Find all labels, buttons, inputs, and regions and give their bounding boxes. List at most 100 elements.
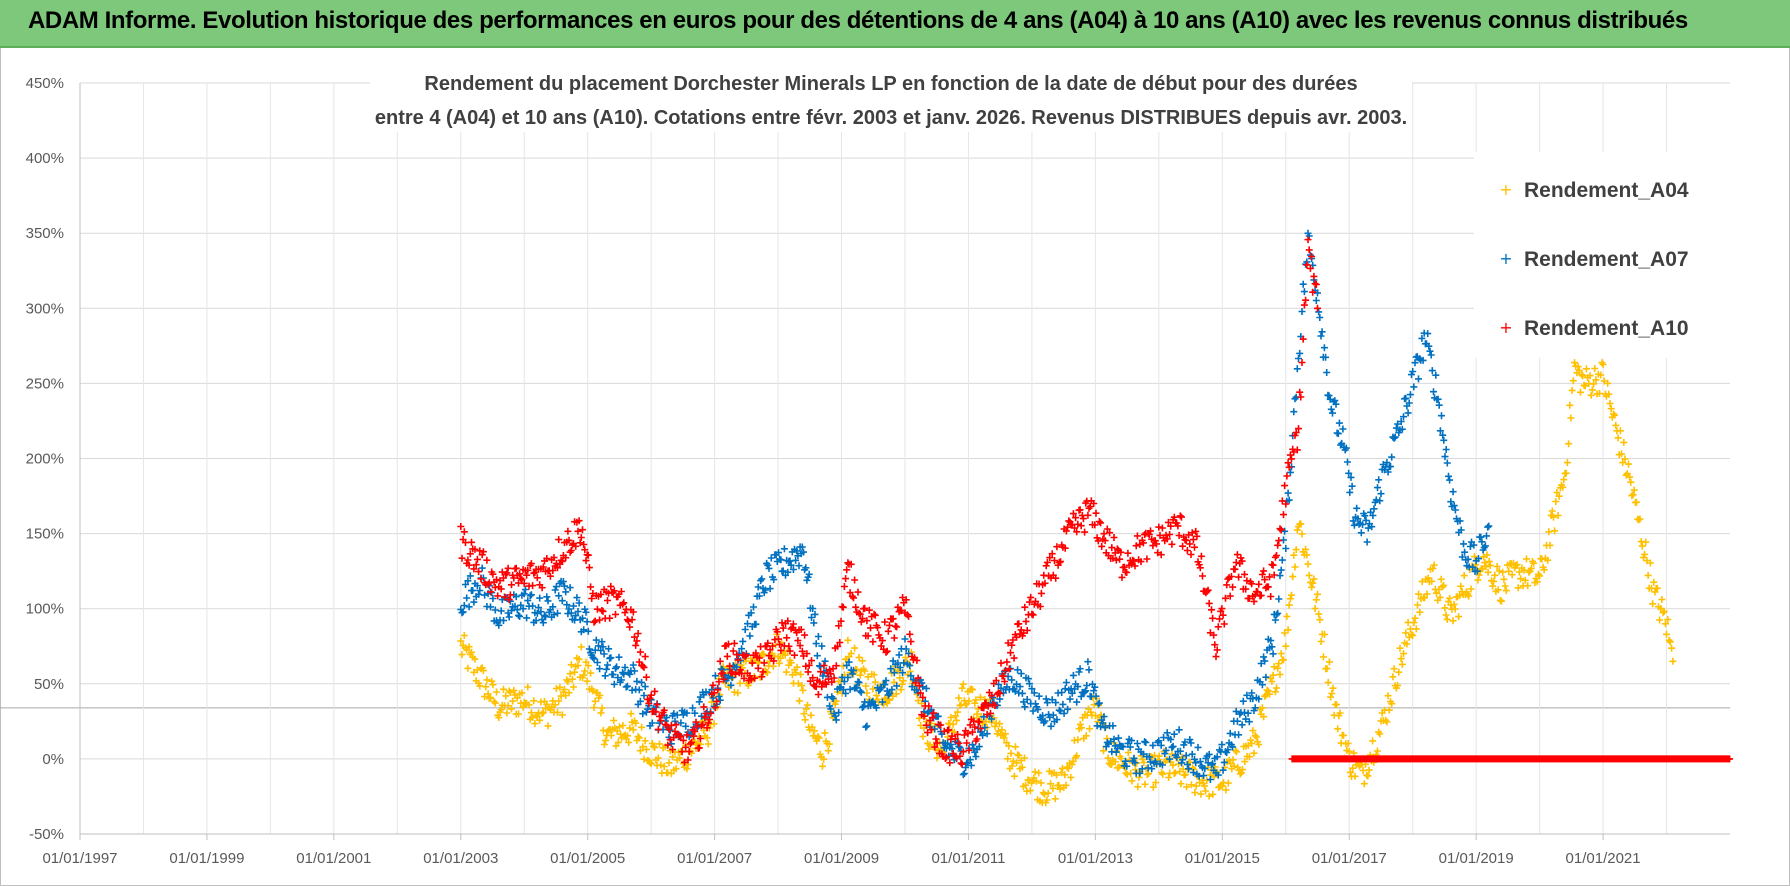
data-point xyxy=(568,541,576,549)
data-point xyxy=(1446,594,1454,602)
data-point xyxy=(792,669,800,677)
data-point xyxy=(869,685,877,693)
data-point xyxy=(951,712,959,720)
data-point xyxy=(1520,566,1528,574)
data-point xyxy=(1181,738,1189,746)
data-point xyxy=(1280,656,1287,664)
data-point xyxy=(782,668,790,676)
data-point xyxy=(574,662,582,669)
data-point xyxy=(1276,670,1284,678)
data-point xyxy=(1015,620,1023,628)
data-point xyxy=(802,705,810,713)
data-point xyxy=(969,728,976,736)
data-point xyxy=(885,696,893,704)
data-point xyxy=(1036,603,1044,610)
data-point xyxy=(562,554,570,562)
data-point xyxy=(1046,554,1054,562)
data-point xyxy=(1574,363,1582,371)
data-point xyxy=(884,627,892,635)
data-point xyxy=(1005,665,1013,673)
data-point xyxy=(1490,577,1498,585)
data-point xyxy=(472,561,480,569)
x-tick-label: 01/01/2013 xyxy=(1058,850,1133,867)
data-point xyxy=(517,574,525,582)
data-point xyxy=(802,662,810,670)
data-point xyxy=(1166,755,1174,763)
data-point xyxy=(580,671,588,679)
data-point xyxy=(1169,742,1177,750)
data-point xyxy=(562,588,570,596)
data-point xyxy=(1213,753,1221,761)
data-point xyxy=(1233,717,1241,725)
data-point xyxy=(1062,527,1070,535)
data-point xyxy=(1559,483,1567,491)
data-point xyxy=(1055,558,1063,566)
data-point xyxy=(1500,575,1508,583)
data-point xyxy=(1474,576,1482,584)
data-point xyxy=(1342,444,1350,452)
legend-box xyxy=(1474,152,1730,358)
data-point xyxy=(992,677,1000,684)
data-point xyxy=(945,726,953,734)
series-rendement-a10 xyxy=(457,236,1321,768)
data-point xyxy=(995,727,1002,735)
data-point xyxy=(863,722,871,730)
data-point xyxy=(902,596,910,604)
data-point xyxy=(549,603,557,611)
data-point xyxy=(1159,770,1167,778)
data-point xyxy=(739,637,747,645)
data-point xyxy=(1203,776,1211,784)
data-point xyxy=(1183,760,1191,768)
data-point xyxy=(583,677,591,685)
data-point xyxy=(869,697,877,705)
data-point xyxy=(795,697,803,705)
data-point xyxy=(491,606,499,614)
data-point xyxy=(1258,571,1266,578)
data-point xyxy=(539,709,547,717)
data-point xyxy=(862,723,870,731)
data-point xyxy=(692,718,700,726)
data-point xyxy=(574,608,582,615)
data-point xyxy=(1110,534,1118,541)
data-point xyxy=(493,688,500,696)
data-point xyxy=(1161,750,1169,758)
data-point xyxy=(1163,729,1171,737)
data-point xyxy=(473,666,481,674)
series-rendement-a04 xyxy=(457,359,1677,807)
data-point xyxy=(479,548,487,556)
data-point xyxy=(1321,630,1329,638)
data-point xyxy=(1203,587,1211,595)
data-point xyxy=(1057,707,1064,715)
data-point xyxy=(1251,704,1259,712)
data-point xyxy=(554,708,561,716)
data-point xyxy=(1316,616,1324,624)
data-point xyxy=(786,647,794,655)
data-point xyxy=(1591,365,1599,372)
data-point xyxy=(475,590,483,598)
x-tick-label: 01/01/2007 xyxy=(677,850,752,867)
data-point xyxy=(971,699,979,707)
y-tick-label: 250% xyxy=(26,375,64,392)
x-tick-label: 01/01/2019 xyxy=(1439,850,1514,867)
data-point xyxy=(590,618,598,626)
data-point xyxy=(1612,421,1620,429)
legend-label-a07[interactable]: Rendement_A07 xyxy=(1524,248,1689,271)
data-point xyxy=(1113,545,1121,553)
data-point xyxy=(626,670,634,678)
data-point xyxy=(527,560,535,568)
data-point xyxy=(510,686,518,694)
data-point xyxy=(1218,741,1226,749)
data-point xyxy=(754,664,762,672)
data-point xyxy=(476,547,484,555)
data-point xyxy=(460,602,468,609)
data-point xyxy=(1191,789,1199,797)
data-point xyxy=(1266,573,1273,581)
data-point xyxy=(777,654,784,662)
data-point xyxy=(1385,706,1393,714)
data-point xyxy=(1308,583,1316,591)
data-point xyxy=(519,605,527,613)
data-point xyxy=(1455,613,1463,621)
legend-label-a04[interactable]: Rendement_A04 xyxy=(1524,179,1689,202)
legend-label-a10[interactable]: Rendement_A10 xyxy=(1524,317,1689,340)
data-point xyxy=(1250,749,1258,757)
